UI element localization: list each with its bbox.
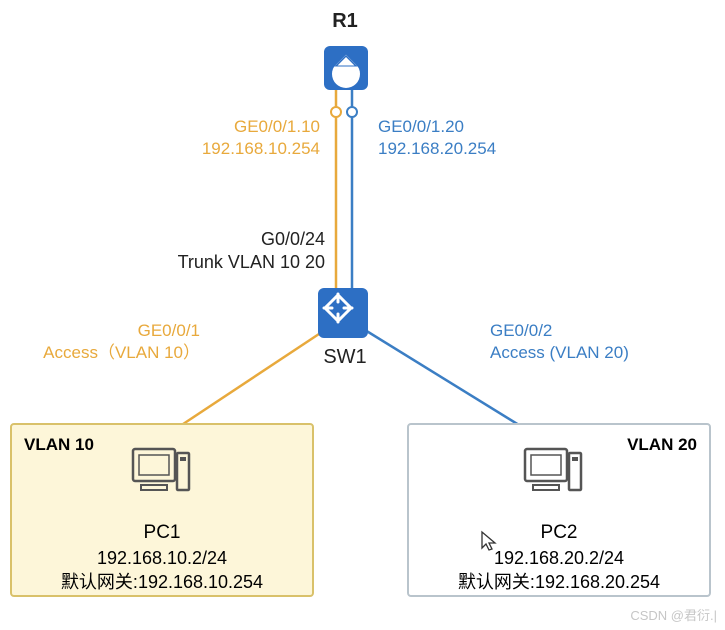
switch-label: SW1: [300, 344, 390, 370]
r1-sub20-ip: 192.168.20.254: [378, 138, 496, 160]
pc1-gateway: 默认网关:192.168.10.254: [12, 570, 312, 594]
router-icon: [324, 46, 368, 90]
pc2-ip: 192.168.20.2/24: [409, 546, 709, 570]
pc1-info: PC1 192.168.10.2/24 默认网关:192.168.10.254: [12, 520, 312, 594]
sw-pc2-if: GE0/0/2: [490, 320, 629, 342]
trunk-vlans: Trunk VLAN 10 20: [165, 251, 325, 274]
r1-sub10-ip: 192.168.10.254: [160, 138, 320, 160]
pc2-name: PC2: [409, 520, 709, 546]
pc2-vlan-tag: VLAN 20: [627, 435, 697, 455]
pc2-info: PC2 192.168.20.2/24 默认网关:192.168.20.254: [409, 520, 709, 594]
router-label: R1: [300, 8, 390, 34]
r1-sub20-label: GE0/0/1.20 192.168.20.254: [378, 116, 496, 160]
sw-pc1-if: GE0/0/1: [30, 320, 200, 342]
trunk-if: G0/0/24: [165, 228, 325, 251]
watermark: CSDN @君衍.|: [630, 605, 717, 624]
sw-pc2-label: GE0/0/2 Access (VLAN 20): [490, 320, 629, 364]
sw-pc1-mode: Access（VLAN 10）: [30, 342, 200, 364]
switch-icon: [318, 288, 368, 338]
r1-sub10-label: GE0/0/1.10 192.168.10.254: [160, 116, 320, 160]
trunk-label: G0/0/24 Trunk VLAN 10 20: [165, 228, 325, 275]
pc1-name: PC1: [12, 520, 312, 546]
pc1-vlan-tag: VLAN 10: [24, 435, 94, 455]
pc2-icon: [519, 443, 589, 503]
r1-sub20-if: GE0/0/1.20: [378, 116, 496, 138]
r1-sub10-if: GE0/0/1.10: [160, 116, 320, 138]
pc1-icon: [127, 443, 197, 503]
pc2-gateway: 默认网关:192.168.20.254: [409, 570, 709, 594]
pc1-container: VLAN 10 PC1 192.168.10.2/24 默认网关:192.168…: [10, 423, 314, 597]
pc1-ip: 192.168.10.2/24: [12, 546, 312, 570]
sw-pc2-mode: Access (VLAN 20): [490, 342, 629, 364]
sw-pc1-label: GE0/0/1 Access（VLAN 10）: [30, 320, 200, 364]
pc2-container: VLAN 20 PC2 192.168.20.2/24 默认网关:192.168…: [407, 423, 711, 597]
